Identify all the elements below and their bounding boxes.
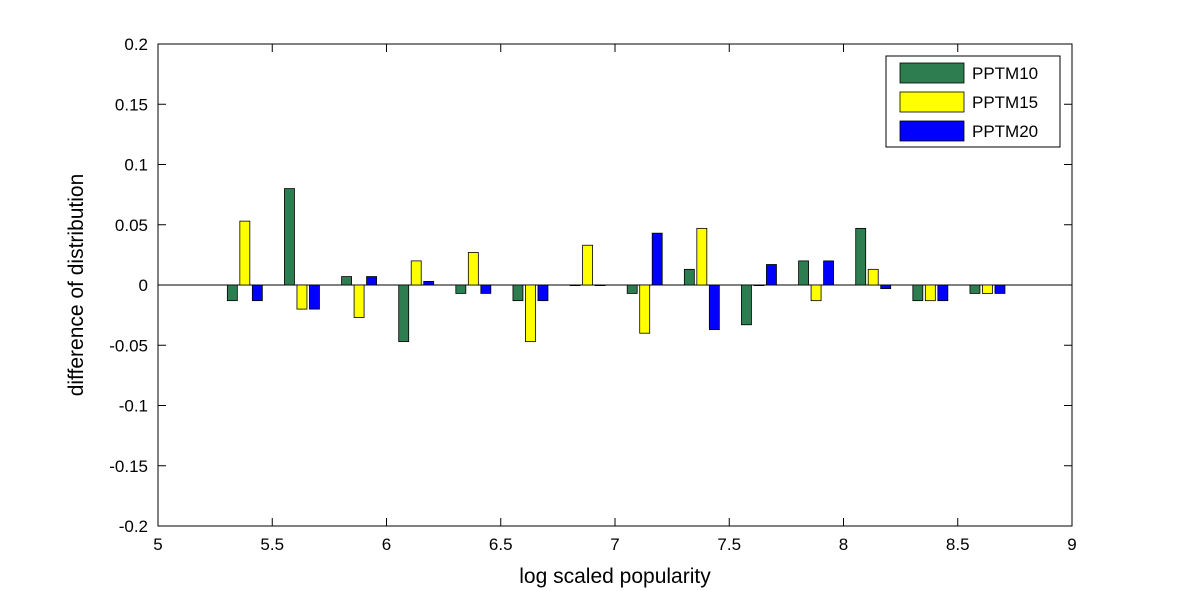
bar-pptm20-9 xyxy=(766,264,777,286)
y-axis-ticks: -0.2 -0.15 -0.1 -0.05 0 0.05 0.1 0.15 0.2 xyxy=(109,35,1072,536)
x-tick-label: 7.5 xyxy=(717,535,741,554)
y-tick-label: 0.05 xyxy=(115,216,148,235)
bar-pptm15-4 xyxy=(467,252,479,286)
legend-swatch-pptm20 xyxy=(899,120,965,142)
y-tick-label: 0.1 xyxy=(124,156,148,175)
bar-pptm15-10 xyxy=(810,284,822,302)
bar-pptm20-2 xyxy=(366,276,377,286)
y-tick-label: -0.1 xyxy=(119,397,148,416)
bar-pptm10-3 xyxy=(398,284,410,343)
bar-pptm15-8 xyxy=(696,227,708,286)
bar-pptm20-4 xyxy=(480,284,492,294)
x-tick-label: 6.5 xyxy=(489,535,513,554)
bar-pptm15-6 xyxy=(582,244,593,286)
bar-pptm20-12 xyxy=(937,284,949,302)
bar-pptm10-9 xyxy=(741,284,752,326)
bar-pptm10-12 xyxy=(912,284,924,302)
bar-pptm20-0 xyxy=(251,284,263,302)
bar-pptm10-1 xyxy=(284,188,295,286)
bar-pptm15-1 xyxy=(296,284,308,310)
y-tick-label: -0.05 xyxy=(109,336,148,355)
x-tick-label: 5 xyxy=(153,535,162,554)
legend-swatch-pptm10 xyxy=(899,62,965,84)
bar-pptm15-7 xyxy=(639,284,651,334)
bar-pptm10-4 xyxy=(455,284,467,294)
bar-pptm15-12 xyxy=(924,284,936,302)
legend-swatch-pptm15 xyxy=(899,91,965,113)
bar-pptm15-2 xyxy=(353,284,365,318)
x-tick-label: 9 xyxy=(1067,535,1076,554)
x-axis-label: log scaled popularity xyxy=(519,565,711,588)
legend: PPTM10 PPTM15 PPTM20 xyxy=(885,55,1061,148)
x-tick-label: 5.5 xyxy=(260,535,284,554)
bar-pptm20-5 xyxy=(537,284,549,302)
bar-pptm20-13 xyxy=(994,284,1006,294)
bar-pptm10-7 xyxy=(626,284,638,294)
y-tick-label: 0.15 xyxy=(115,95,148,114)
bars-group xyxy=(226,188,1006,343)
bar-pptm15-5 xyxy=(525,284,536,343)
bar-pptm15-9 xyxy=(753,284,765,287)
y-tick-label: 0.2 xyxy=(124,35,148,54)
x-axis-ticks: 5 5.5 6 6.5 7 7.5 8 8.5 9 xyxy=(153,44,1077,554)
bar-pptm10-13 xyxy=(969,284,981,294)
bar-pptm20-7 xyxy=(651,232,663,286)
y-tick-label: -0.15 xyxy=(109,457,148,476)
bar-pptm10-0 xyxy=(226,284,238,302)
y-tick-label: -0.2 xyxy=(119,517,148,536)
legend-label-pptm20: PPTM20 xyxy=(972,122,1038,141)
bar-pptm15-11 xyxy=(867,268,879,286)
bar-pptm20-8 xyxy=(708,284,720,330)
bar-pptm15-0 xyxy=(239,220,251,286)
x-tick-label: 8.5 xyxy=(946,535,970,554)
legend-label-pptm10: PPTM10 xyxy=(972,64,1038,83)
y-axis-label: difference of distribution xyxy=(65,174,88,397)
bar-pptm10-5 xyxy=(512,284,524,302)
bar-pptm10-8 xyxy=(683,268,695,286)
bar-pptm10-2 xyxy=(341,276,352,286)
x-tick-label: 8 xyxy=(839,535,848,554)
legend-label-pptm15: PPTM15 xyxy=(972,93,1038,112)
bar-pptm10-10 xyxy=(798,260,809,286)
y-tick-label: 0 xyxy=(139,276,148,295)
x-tick-label: 7 xyxy=(610,535,619,554)
bar-pptm20-3 xyxy=(423,280,435,286)
bar-pptm10-6 xyxy=(569,284,581,287)
bar-pptm10-11 xyxy=(855,227,867,286)
bar-pptm15-3 xyxy=(410,260,422,286)
bar-pptm15-13 xyxy=(982,284,993,294)
bar-pptm20-1 xyxy=(309,284,320,310)
bar-pptm20-11 xyxy=(880,284,892,290)
x-tick-label: 6 xyxy=(382,535,391,554)
bar-pptm20-6 xyxy=(594,284,606,287)
bar-pptm20-10 xyxy=(823,260,834,286)
